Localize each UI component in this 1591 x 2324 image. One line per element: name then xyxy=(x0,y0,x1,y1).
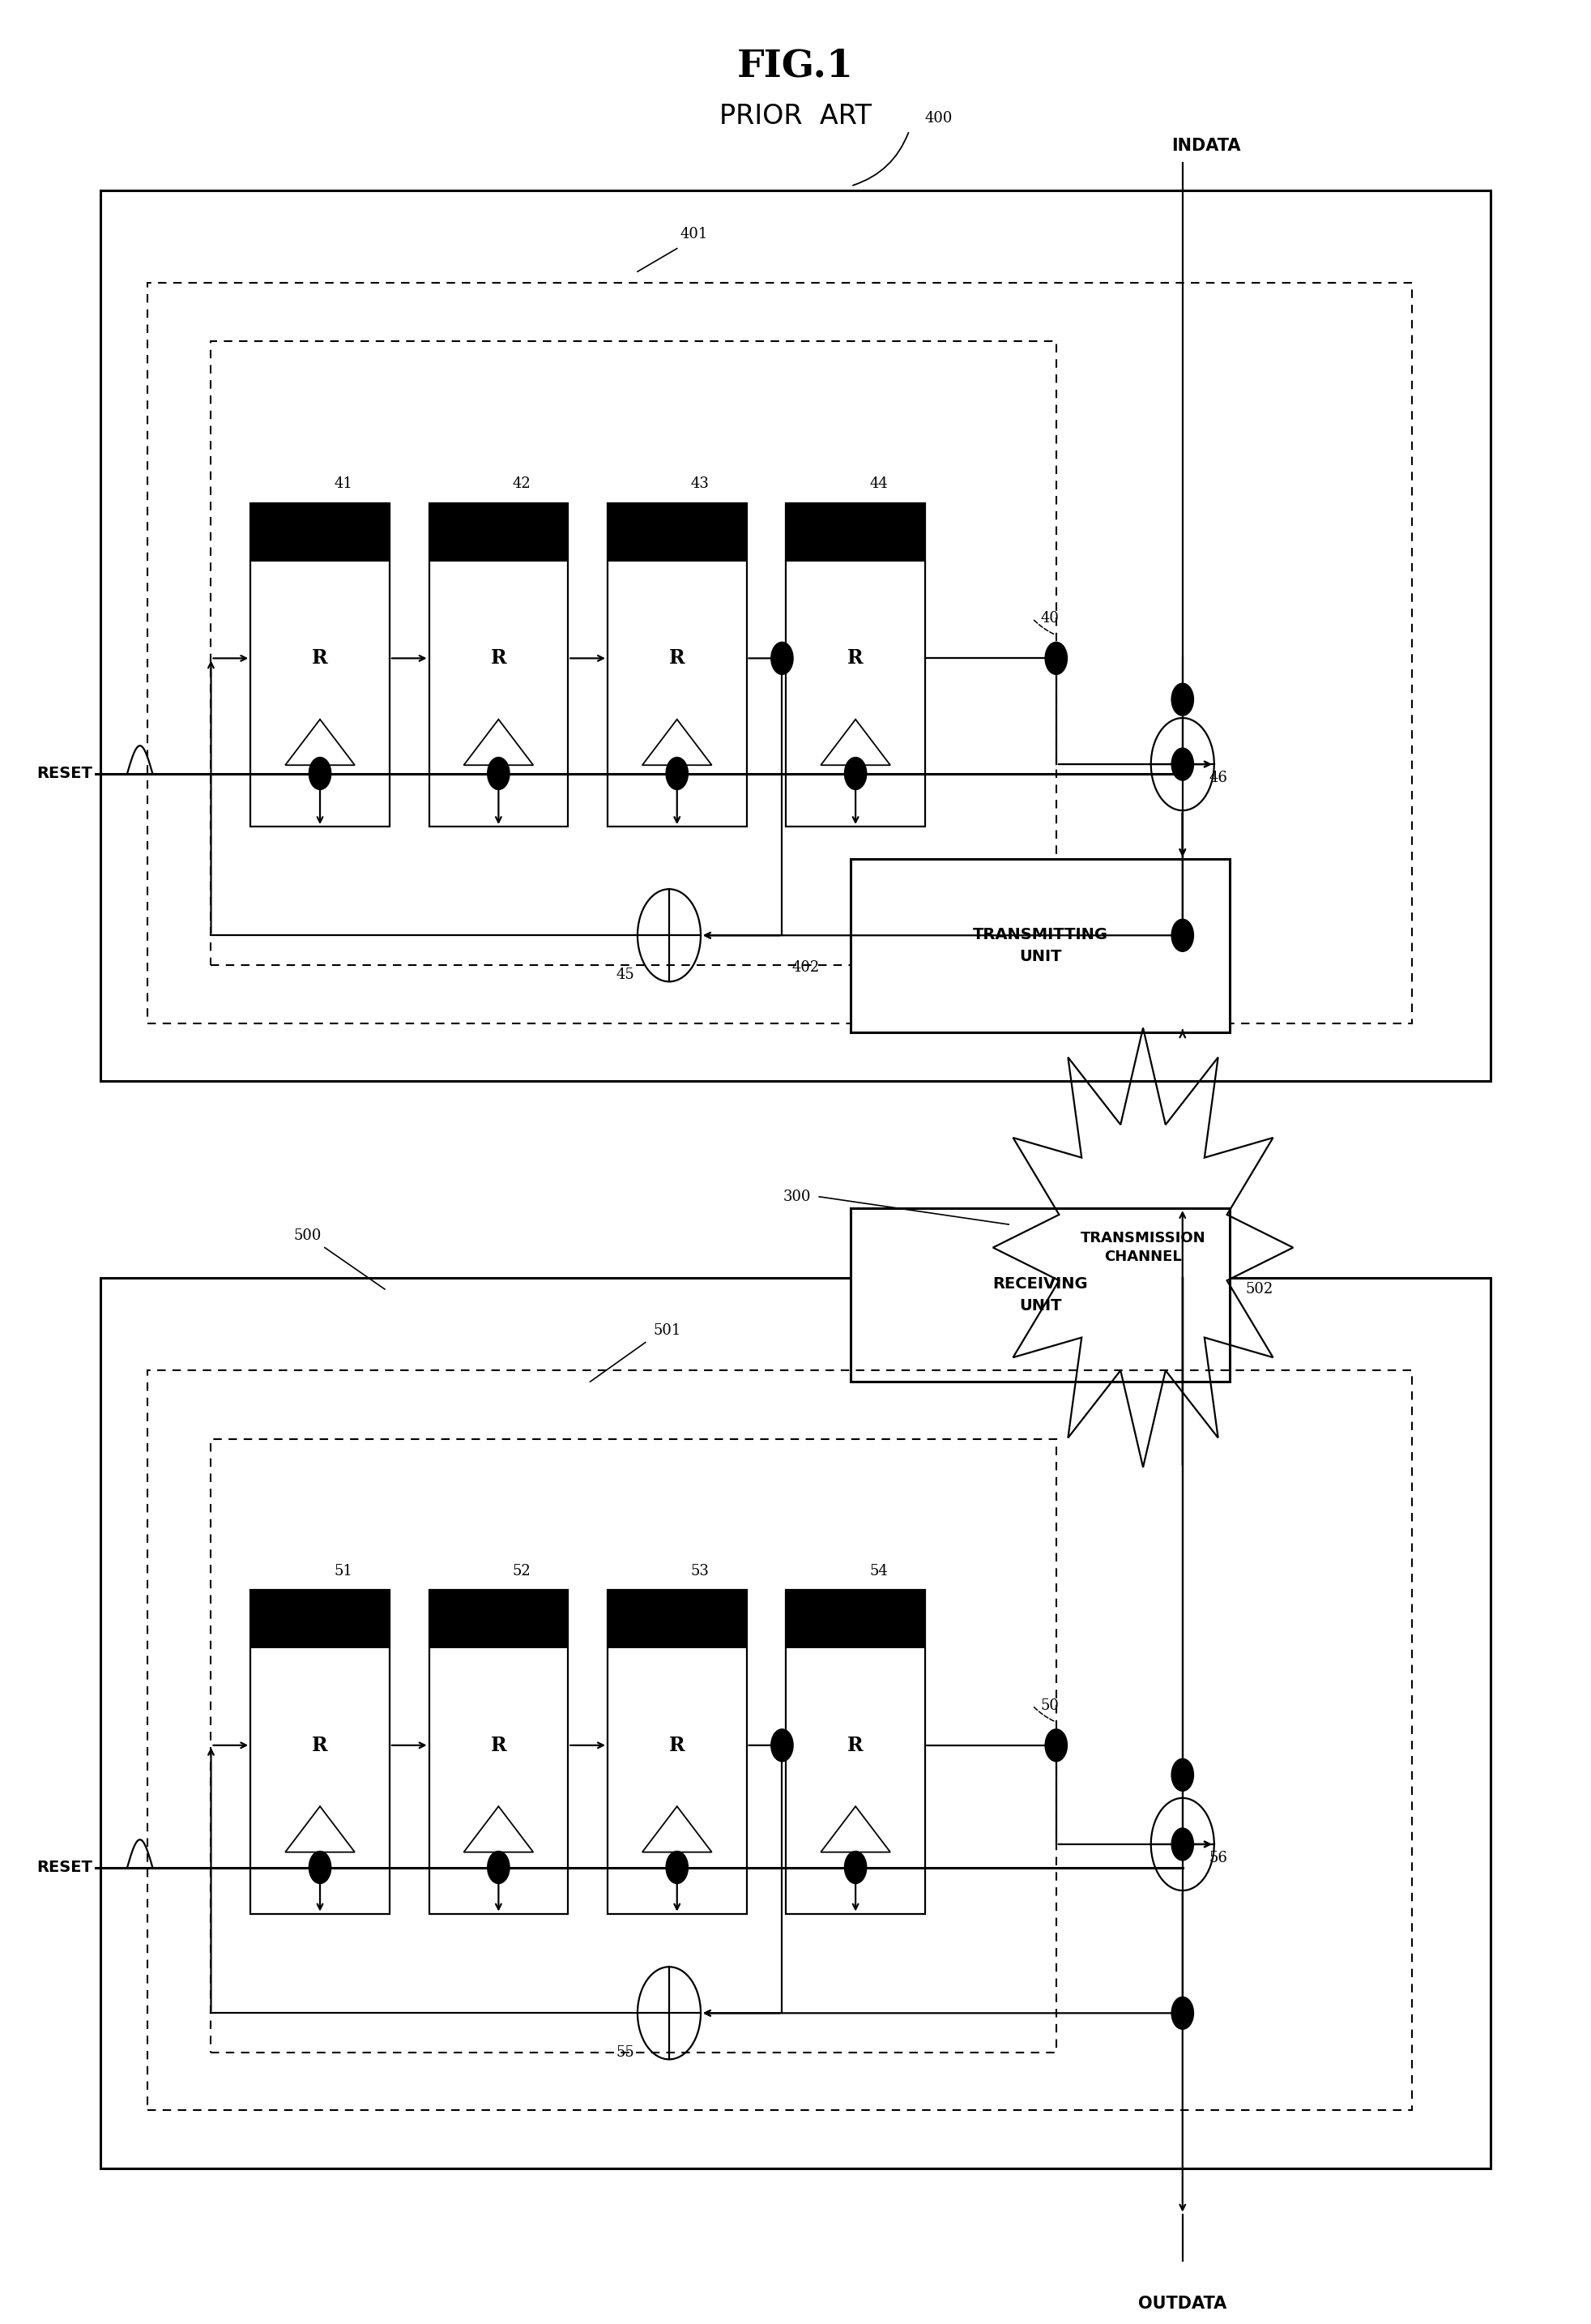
Circle shape xyxy=(1045,641,1068,674)
Circle shape xyxy=(845,758,867,790)
Circle shape xyxy=(1171,920,1193,951)
Bar xyxy=(148,1371,1411,2110)
Text: R: R xyxy=(312,1736,328,1755)
Bar xyxy=(250,502,390,827)
Text: 55: 55 xyxy=(616,2045,635,2059)
Bar xyxy=(608,502,746,560)
Bar xyxy=(430,502,568,827)
Text: 54: 54 xyxy=(869,1564,888,1578)
Text: 502: 502 xyxy=(1246,1283,1273,1297)
Bar xyxy=(100,1278,1491,2168)
Text: RECEIVING
UNIT: RECEIVING UNIT xyxy=(993,1276,1088,1313)
Circle shape xyxy=(487,1852,509,1882)
Text: 400: 400 xyxy=(924,112,953,125)
Text: 402: 402 xyxy=(791,960,819,976)
Bar xyxy=(786,502,924,560)
Bar xyxy=(430,1590,568,1913)
Circle shape xyxy=(845,1852,867,1882)
Text: 40: 40 xyxy=(1041,611,1060,625)
Text: R: R xyxy=(490,648,506,667)
Text: 52: 52 xyxy=(512,1564,531,1578)
Bar xyxy=(430,502,568,560)
Text: 300: 300 xyxy=(783,1190,811,1204)
Bar xyxy=(100,191,1491,1081)
Bar xyxy=(250,502,390,560)
Circle shape xyxy=(1171,1759,1193,1792)
Text: TRANSMISSION
CHANNEL: TRANSMISSION CHANNEL xyxy=(1080,1232,1206,1264)
Text: 500: 500 xyxy=(294,1229,321,1243)
Text: 401: 401 xyxy=(681,228,708,242)
Text: RESET: RESET xyxy=(37,1859,92,1875)
Bar xyxy=(250,1590,390,1648)
Text: INDATA: INDATA xyxy=(1171,137,1241,153)
Text: RESET: RESET xyxy=(37,767,92,781)
Text: 50: 50 xyxy=(1041,1699,1060,1713)
Bar xyxy=(212,342,1056,964)
Text: R: R xyxy=(670,648,686,667)
Text: R: R xyxy=(670,1736,686,1755)
Bar xyxy=(851,1208,1230,1383)
Circle shape xyxy=(772,641,794,674)
Circle shape xyxy=(667,1852,687,1882)
Circle shape xyxy=(487,758,509,790)
Text: 45: 45 xyxy=(616,967,635,983)
Bar xyxy=(786,1590,924,1648)
Text: 53: 53 xyxy=(690,1564,710,1578)
Text: 41: 41 xyxy=(334,476,353,490)
Circle shape xyxy=(1171,1996,1193,2029)
Bar xyxy=(608,502,746,827)
Text: 501: 501 xyxy=(654,1322,681,1339)
Bar xyxy=(250,1590,390,1913)
Text: 43: 43 xyxy=(690,476,710,490)
Bar xyxy=(608,1590,746,1648)
Text: 42: 42 xyxy=(512,476,531,490)
Text: R: R xyxy=(312,648,328,667)
Circle shape xyxy=(772,1729,794,1762)
Bar xyxy=(148,284,1411,1023)
Bar xyxy=(430,1590,568,1648)
Text: FIG.1: FIG.1 xyxy=(737,46,854,84)
Bar xyxy=(212,1439,1056,2052)
Text: 46: 46 xyxy=(1209,772,1228,786)
Text: R: R xyxy=(490,1736,506,1755)
Circle shape xyxy=(1045,1729,1068,1762)
Bar xyxy=(786,1590,924,1913)
Circle shape xyxy=(1171,748,1193,781)
Text: OUTDATA: OUTDATA xyxy=(1138,2296,1227,2312)
Circle shape xyxy=(1171,683,1193,716)
Text: 51: 51 xyxy=(334,1564,353,1578)
Circle shape xyxy=(667,758,687,790)
Text: TRANSMITTING
UNIT: TRANSMITTING UNIT xyxy=(972,927,1107,964)
Bar xyxy=(851,860,1230,1032)
Text: R: R xyxy=(848,648,864,667)
Text: 44: 44 xyxy=(869,476,888,490)
Circle shape xyxy=(309,758,331,790)
Bar xyxy=(786,502,924,827)
Text: R: R xyxy=(848,1736,864,1755)
Circle shape xyxy=(309,1852,331,1882)
Text: PRIOR  ART: PRIOR ART xyxy=(719,102,872,130)
Circle shape xyxy=(1171,1829,1193,1862)
Bar xyxy=(608,1590,746,1913)
Text: 56: 56 xyxy=(1209,1850,1228,1866)
